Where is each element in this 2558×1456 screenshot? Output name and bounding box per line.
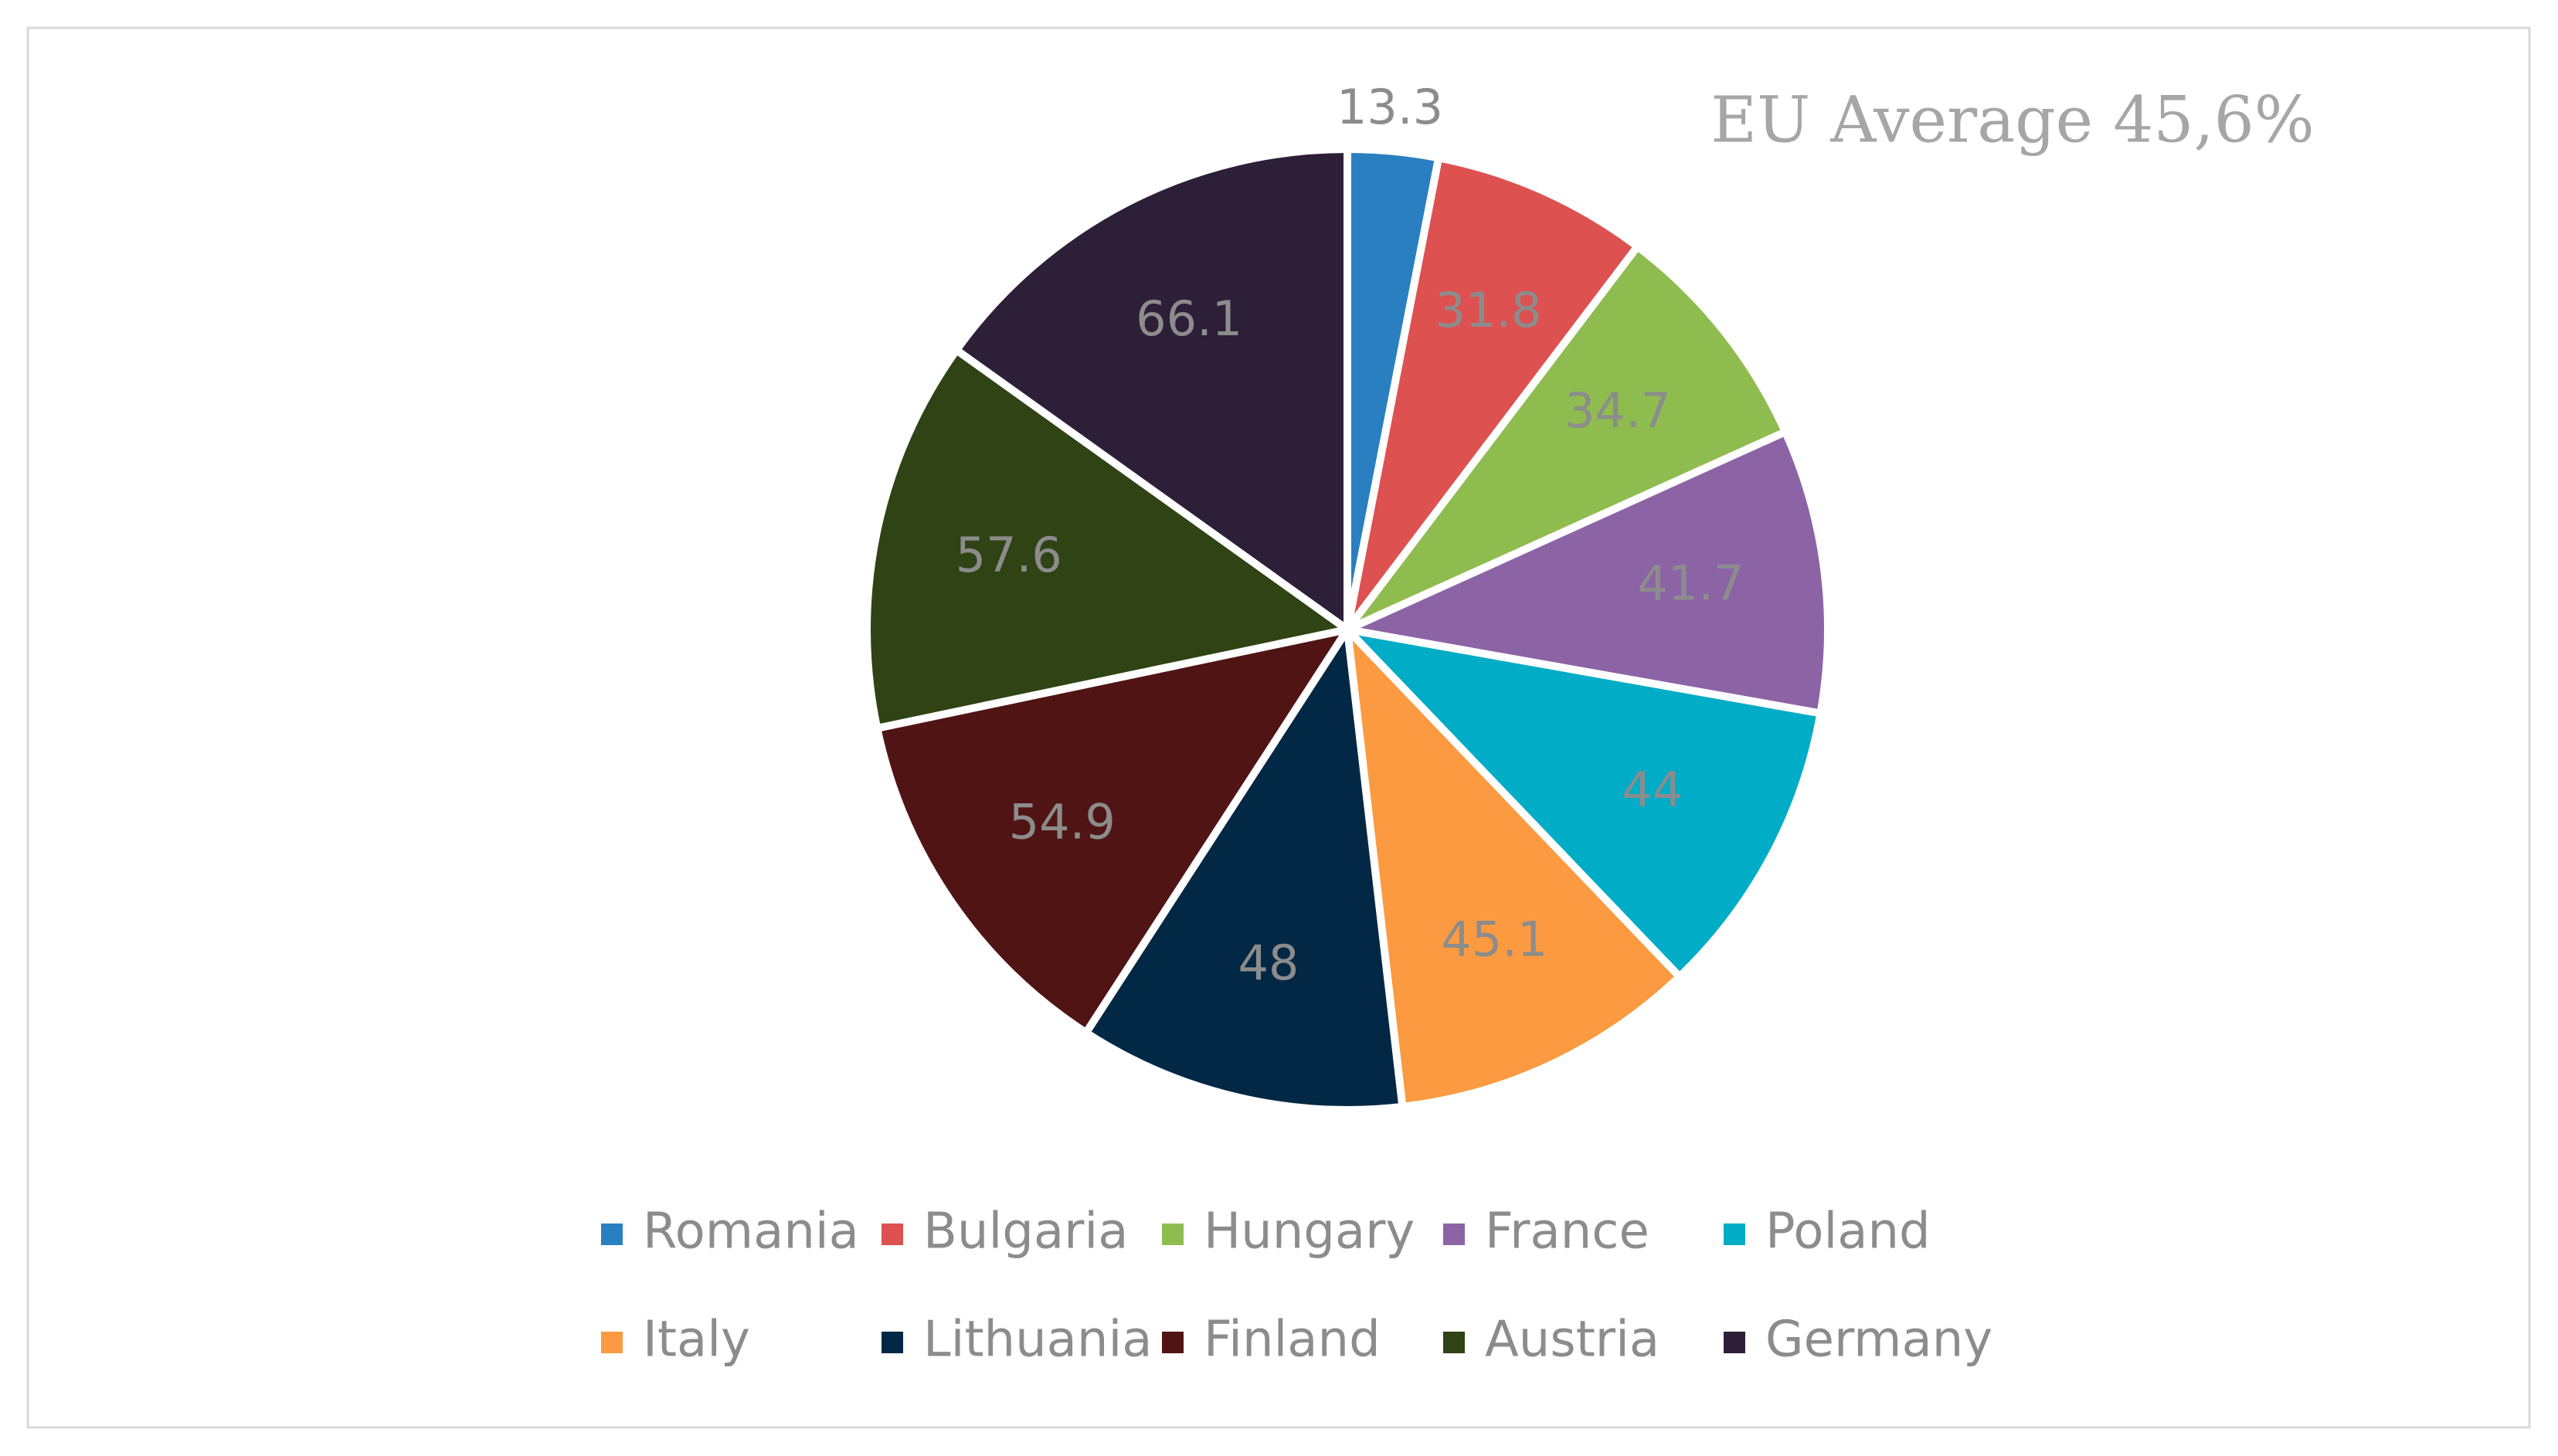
legend-label: France	[1485, 1203, 1649, 1261]
legend-label: Poland	[1765, 1203, 1931, 1261]
legend-swatch	[1443, 1332, 1465, 1353]
pie-slice	[1082, 626, 1407, 1114]
pie-slice	[863, 346, 1351, 732]
legend-label: Austria	[1485, 1312, 1659, 1369]
data-label: 54.9	[1009, 793, 1116, 850]
data-label: 13.3	[1337, 79, 1443, 135]
legend-label: Italy	[643, 1312, 750, 1369]
legend-swatch	[1724, 1224, 1745, 1245]
pie-slice	[1344, 626, 1825, 981]
data-label: 44	[1622, 761, 1683, 817]
data-label: 45.1	[1441, 911, 1547, 967]
data-label: 57.6	[956, 527, 1062, 583]
pie-slice	[873, 626, 1351, 1037]
legend-swatch	[1443, 1224, 1465, 1245]
legend-swatch	[882, 1224, 903, 1245]
legend-label: Finland	[1204, 1312, 1381, 1369]
data-label: 48	[1238, 935, 1299, 991]
pie-slice	[1344, 154, 1642, 633]
data-label: 34.7	[1564, 382, 1671, 439]
legend-label: Romania	[643, 1203, 859, 1261]
legend-swatch	[1724, 1332, 1745, 1353]
pie-slice	[953, 145, 1351, 633]
pie-slice	[1344, 243, 1789, 633]
legend-label: Bulgaria	[923, 1203, 1128, 1261]
legend-label: Germany	[1765, 1312, 1992, 1369]
legend-swatch	[1162, 1224, 1184, 1245]
legend-swatch	[1162, 1332, 1184, 1353]
data-label: 41.7	[1637, 555, 1744, 612]
data-label: 66.1	[1136, 290, 1242, 347]
annotation: EU Average 45,6%	[1710, 84, 2314, 158]
legend-label: Hungary	[1204, 1203, 1415, 1261]
legend-swatch	[601, 1224, 623, 1245]
pie: 13.3 31.8 34.7 41.7 44 45.1 48 54.9 57.6 66.1	[863, 79, 1832, 1114]
pie-slice	[1344, 428, 1832, 718]
legend-swatch	[601, 1332, 623, 1353]
legend-swatch	[882, 1332, 903, 1353]
legend: Romania Bulgaria Hungary France Poland Italy L…	[601, 1203, 1992, 1369]
pie-slice	[1344, 626, 1683, 1111]
data-label: 31.8	[1435, 282, 1541, 338]
legend-label: Lithuania	[923, 1312, 1152, 1369]
